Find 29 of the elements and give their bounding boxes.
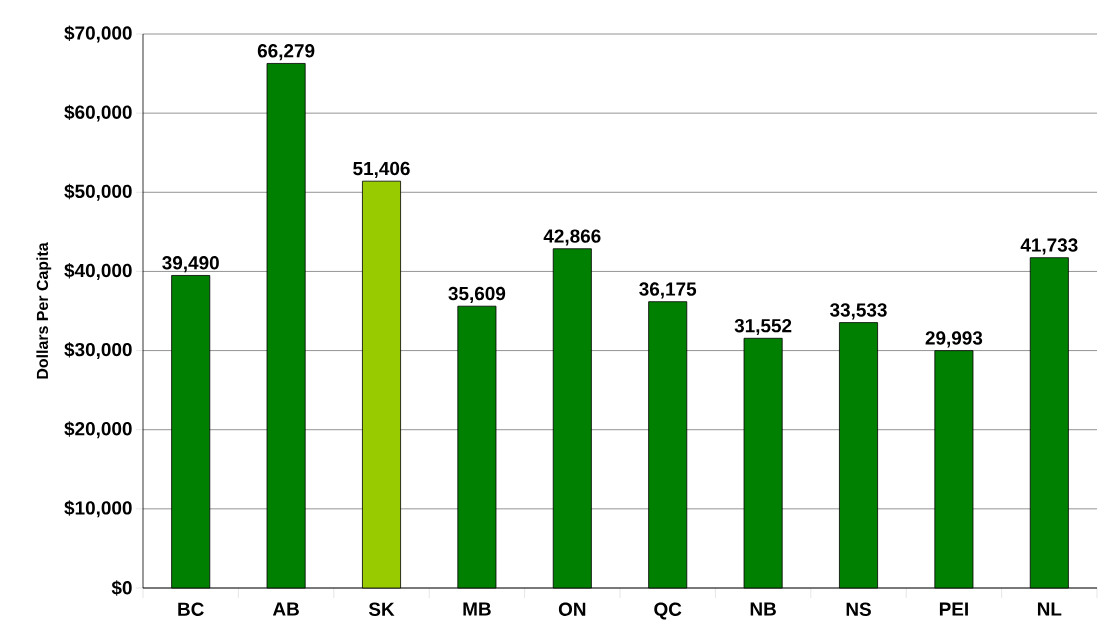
data-label: 35,609 xyxy=(448,286,506,303)
data-label: 66,279 xyxy=(257,44,315,61)
x-tick-label: MB xyxy=(463,602,491,616)
y-tick-label: $10,000 xyxy=(64,500,132,518)
data-label: 39,490 xyxy=(162,256,219,273)
y-tick-label: $0 xyxy=(111,580,132,596)
x-tick-label: PEI xyxy=(939,602,968,616)
x-tick-label: NL xyxy=(1037,602,1062,616)
x-tick-label: NS xyxy=(846,602,871,616)
data-label: 36,175 xyxy=(639,282,697,299)
data-label: 33,533 xyxy=(830,303,887,320)
x-tick-label: BC xyxy=(178,602,204,616)
y-tick-label: $20,000 xyxy=(64,421,132,439)
data-label: 51,406 xyxy=(353,161,410,178)
data-label: 42,866 xyxy=(543,229,601,246)
y-tick-label: $30,000 xyxy=(64,342,132,360)
y-tick-label: $40,000 xyxy=(64,262,132,280)
data-label: 31,552 xyxy=(734,318,792,336)
x-tick-label: SK xyxy=(368,602,395,616)
x-tick-label: ON xyxy=(558,602,586,616)
data-label: 41,733 xyxy=(1020,238,1078,255)
y-axis-title: Dollars Per Capita xyxy=(36,242,52,379)
x-tick-label: NB xyxy=(750,602,776,616)
data-label: 29,993 xyxy=(925,331,983,348)
y-tick-label: $70,000 xyxy=(64,25,132,43)
x-tick-label: AB xyxy=(272,602,299,616)
y-tick-label: $60,000 xyxy=(64,104,132,122)
y-tick-label: $50,000 xyxy=(64,183,132,201)
x-tick-label: QC xyxy=(654,602,682,620)
